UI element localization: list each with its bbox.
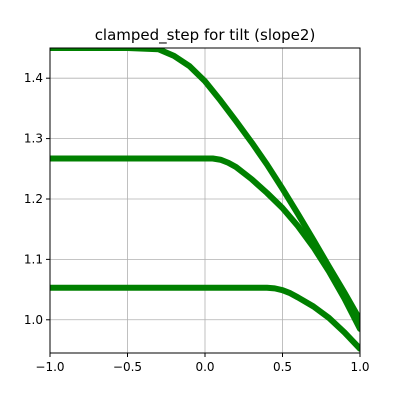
series-line-3 [50, 284, 360, 352]
y-tick-label: 1.1 [24, 252, 43, 266]
axes: −1.0 −0.5 0.0 0.5 1.0 1.0 1.1 1.2 1.3 1.4 [24, 47, 370, 374]
x-tick-label: 1.0 [350, 360, 369, 374]
series-line-2 [50, 155, 360, 332]
series-line-1 [50, 48, 360, 323]
y-tick-label: 1.4 [24, 71, 43, 85]
y-tick-label: 1.0 [24, 313, 43, 327]
chart-title: clamped_step for tilt (slope2) [95, 26, 316, 45]
y-tick-label: 1.3 [24, 132, 43, 146]
x-tick-label: 0.5 [273, 360, 292, 374]
y-tick-label: 1.2 [24, 192, 43, 206]
series-layer [50, 48, 360, 352]
x-tick-label: −1.0 [35, 360, 64, 374]
x-tick-label: 0.0 [195, 360, 214, 374]
x-tick-label: −0.5 [113, 360, 142, 374]
